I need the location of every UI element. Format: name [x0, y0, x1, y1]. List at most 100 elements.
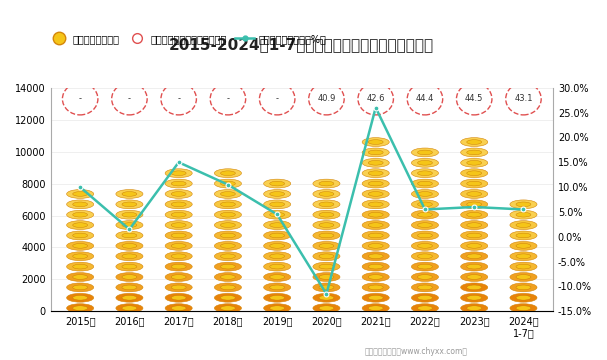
Ellipse shape	[73, 285, 87, 290]
Ellipse shape	[510, 252, 537, 261]
Ellipse shape	[171, 192, 186, 196]
Ellipse shape	[516, 296, 531, 300]
Ellipse shape	[313, 262, 340, 271]
Ellipse shape	[313, 210, 340, 219]
Ellipse shape	[116, 293, 143, 302]
Ellipse shape	[313, 190, 340, 198]
Ellipse shape	[412, 273, 438, 282]
Ellipse shape	[467, 181, 482, 186]
Ellipse shape	[418, 150, 432, 155]
Ellipse shape	[467, 306, 482, 310]
Ellipse shape	[510, 262, 537, 271]
Ellipse shape	[220, 306, 236, 310]
Ellipse shape	[319, 285, 334, 290]
Text: 44.5: 44.5	[465, 94, 483, 103]
Ellipse shape	[368, 192, 383, 196]
Ellipse shape	[362, 200, 389, 209]
Ellipse shape	[122, 275, 137, 279]
Ellipse shape	[263, 273, 291, 282]
Ellipse shape	[362, 190, 389, 198]
Ellipse shape	[220, 171, 236, 176]
Legend: 营业收入（亿元）, 平均用工人数累计值（万人）, 营业收入累计增长（%）: 营业收入（亿元）, 平均用工人数累计值（万人）, 营业收入累计增长（%）	[46, 30, 330, 48]
Text: 44.4: 44.4	[416, 94, 434, 103]
Ellipse shape	[270, 192, 285, 196]
Ellipse shape	[116, 304, 143, 312]
Ellipse shape	[214, 169, 242, 177]
Ellipse shape	[319, 243, 334, 248]
Ellipse shape	[116, 262, 143, 271]
Ellipse shape	[412, 242, 438, 250]
Ellipse shape	[313, 231, 340, 240]
Ellipse shape	[263, 200, 291, 209]
Ellipse shape	[116, 190, 143, 198]
Ellipse shape	[171, 181, 186, 186]
Text: -: -	[128, 94, 131, 103]
Ellipse shape	[461, 158, 488, 167]
Ellipse shape	[270, 275, 285, 279]
Ellipse shape	[165, 169, 192, 177]
Ellipse shape	[270, 202, 285, 207]
Ellipse shape	[368, 202, 383, 207]
Ellipse shape	[67, 221, 93, 230]
Text: -: -	[226, 94, 229, 103]
Ellipse shape	[510, 242, 537, 250]
Ellipse shape	[214, 231, 242, 240]
Ellipse shape	[362, 242, 389, 250]
Ellipse shape	[319, 212, 334, 217]
Ellipse shape	[67, 283, 93, 292]
Ellipse shape	[220, 285, 236, 290]
Ellipse shape	[362, 273, 389, 282]
Ellipse shape	[412, 210, 438, 219]
Ellipse shape	[214, 252, 242, 261]
Ellipse shape	[220, 192, 236, 196]
Ellipse shape	[73, 223, 87, 228]
Ellipse shape	[461, 138, 488, 147]
Ellipse shape	[319, 223, 334, 228]
Ellipse shape	[220, 254, 236, 258]
Ellipse shape	[171, 254, 186, 258]
Ellipse shape	[412, 179, 438, 188]
Ellipse shape	[220, 223, 236, 228]
Ellipse shape	[220, 181, 236, 186]
Ellipse shape	[516, 254, 531, 258]
Ellipse shape	[510, 200, 537, 209]
Ellipse shape	[214, 179, 242, 188]
Ellipse shape	[171, 296, 186, 300]
Ellipse shape	[418, 212, 432, 217]
Ellipse shape	[263, 190, 291, 198]
Ellipse shape	[467, 161, 482, 165]
Ellipse shape	[461, 169, 488, 177]
Ellipse shape	[461, 262, 488, 271]
Ellipse shape	[165, 242, 192, 250]
Ellipse shape	[319, 306, 334, 310]
Ellipse shape	[122, 223, 137, 228]
Ellipse shape	[313, 252, 340, 261]
Ellipse shape	[220, 212, 236, 217]
Ellipse shape	[270, 212, 285, 217]
Ellipse shape	[313, 221, 340, 230]
Ellipse shape	[368, 254, 383, 258]
Ellipse shape	[467, 140, 482, 144]
Ellipse shape	[368, 296, 383, 300]
Ellipse shape	[368, 306, 383, 310]
Ellipse shape	[116, 252, 143, 261]
Ellipse shape	[412, 169, 438, 177]
Ellipse shape	[362, 293, 389, 302]
Ellipse shape	[165, 283, 192, 292]
Ellipse shape	[418, 171, 432, 176]
Ellipse shape	[319, 233, 334, 238]
Ellipse shape	[516, 202, 531, 207]
Ellipse shape	[263, 293, 291, 302]
Ellipse shape	[165, 273, 192, 282]
Ellipse shape	[67, 242, 93, 250]
Ellipse shape	[368, 212, 383, 217]
Ellipse shape	[510, 221, 537, 230]
Ellipse shape	[467, 254, 482, 258]
Ellipse shape	[165, 262, 192, 271]
Ellipse shape	[263, 210, 291, 219]
Ellipse shape	[418, 306, 432, 310]
Ellipse shape	[122, 202, 137, 207]
Ellipse shape	[220, 296, 236, 300]
Text: 43.1: 43.1	[514, 94, 533, 103]
Ellipse shape	[270, 181, 285, 186]
